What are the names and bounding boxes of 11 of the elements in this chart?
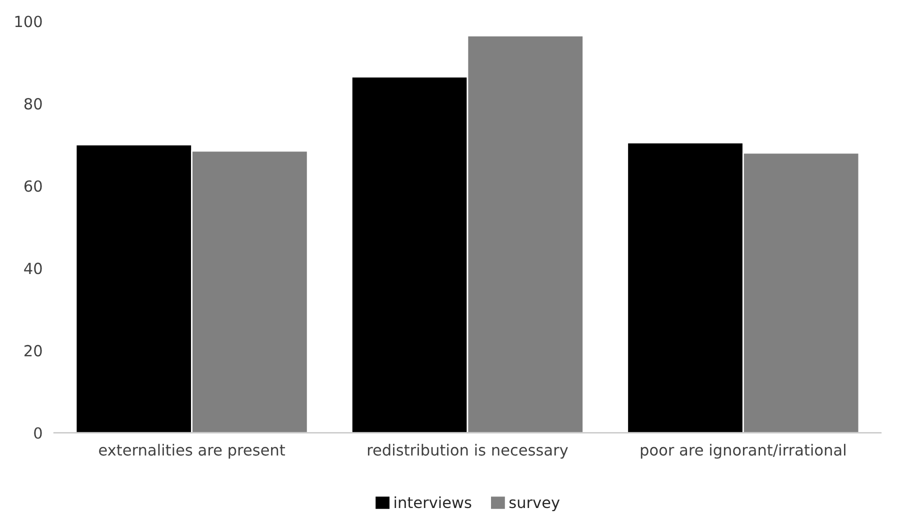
- y-tick-label: 60: [24, 180, 42, 192]
- y-tick-label: 100: [15, 16, 42, 28]
- y-tick-label: 80: [24, 98, 42, 110]
- y-tick-label: 20: [24, 344, 42, 356]
- y-tick-label: 0: [34, 427, 42, 439]
- legend-label: interviews: [394, 496, 472, 508]
- x-tick-label: externalities are present: [99, 444, 286, 459]
- legend-label: survey: [509, 499, 560, 512]
- x-tick-label: redistribution is necessary: [368, 444, 568, 459]
- x-tick-label: poor are ignorant/irrational: [640, 444, 846, 459]
- y-tick-label: 40: [24, 262, 42, 274]
